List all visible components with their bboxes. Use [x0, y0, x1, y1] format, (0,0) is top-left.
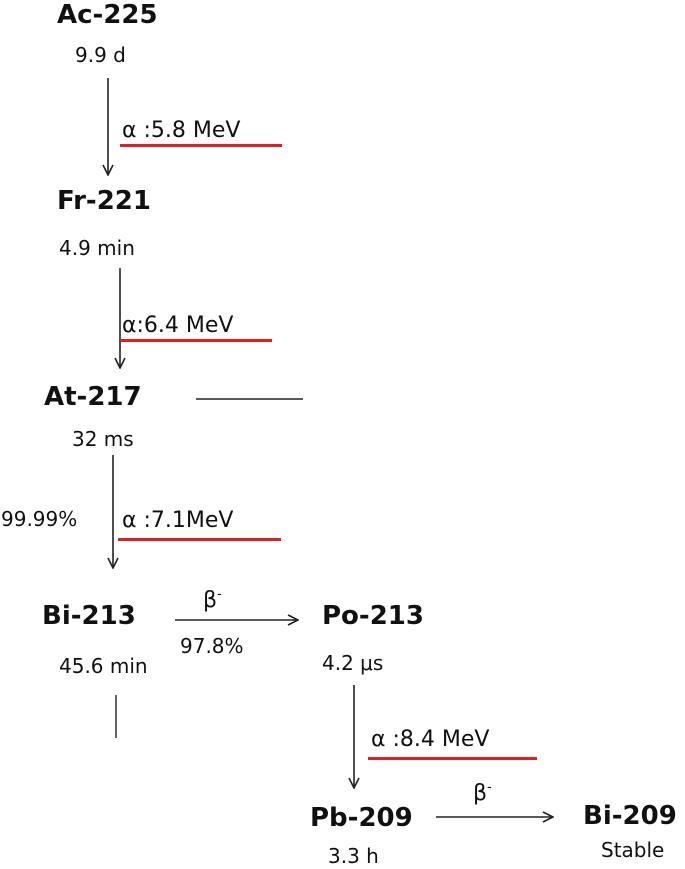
nuclide-fr221: Fr-221	[57, 186, 151, 216]
nuclide-bi209: Bi-209	[583, 801, 677, 831]
halflife-bi213: 45.6 min	[59, 654, 148, 678]
decay-energy-po213: α :8.4 MeV	[371, 727, 490, 752]
decay-energy-at217: α :7.1MeV	[122, 508, 234, 533]
halflife-ac225: 9.9 d	[75, 43, 126, 67]
halflife-at217: 32 ms	[72, 427, 134, 451]
nuclide-pb209: Pb-209	[310, 803, 413, 833]
underline-at217	[118, 538, 281, 541]
nuclide-po213: Po-213	[322, 601, 424, 631]
beta-symbol-text: β	[473, 781, 488, 806]
beta-symbol-text: β	[203, 588, 218, 613]
underline-po213	[368, 757, 537, 760]
branch-bi213: 97.8%	[180, 634, 244, 658]
halflife-po213: 4.2 μs	[322, 651, 384, 675]
decay-energy-ac225: α :5.8 MeV	[122, 118, 241, 143]
nuclide-bi213: Bi-213	[42, 601, 136, 631]
nuclide-at217: At-217	[44, 382, 142, 412]
underline-ac225	[120, 144, 282, 147]
halflife-fr221: 4.9 min	[59, 236, 135, 260]
nuclide-ac225: Ac-225	[57, 0, 158, 30]
beta-symbol-bi213: β-	[203, 583, 222, 613]
halflife-bi209: Stable	[601, 838, 665, 862]
decay-energy-fr221: α:6.4 MeV	[122, 313, 234, 338]
halflife-pb209: 3.3 h	[328, 844, 379, 868]
underline-fr221	[120, 339, 272, 342]
branch-at217: 99.99%	[1, 507, 78, 531]
beta-symbol-pb209: β-	[473, 776, 492, 806]
beta-superscript: -	[487, 780, 492, 795]
beta-superscript: -	[217, 587, 222, 602]
